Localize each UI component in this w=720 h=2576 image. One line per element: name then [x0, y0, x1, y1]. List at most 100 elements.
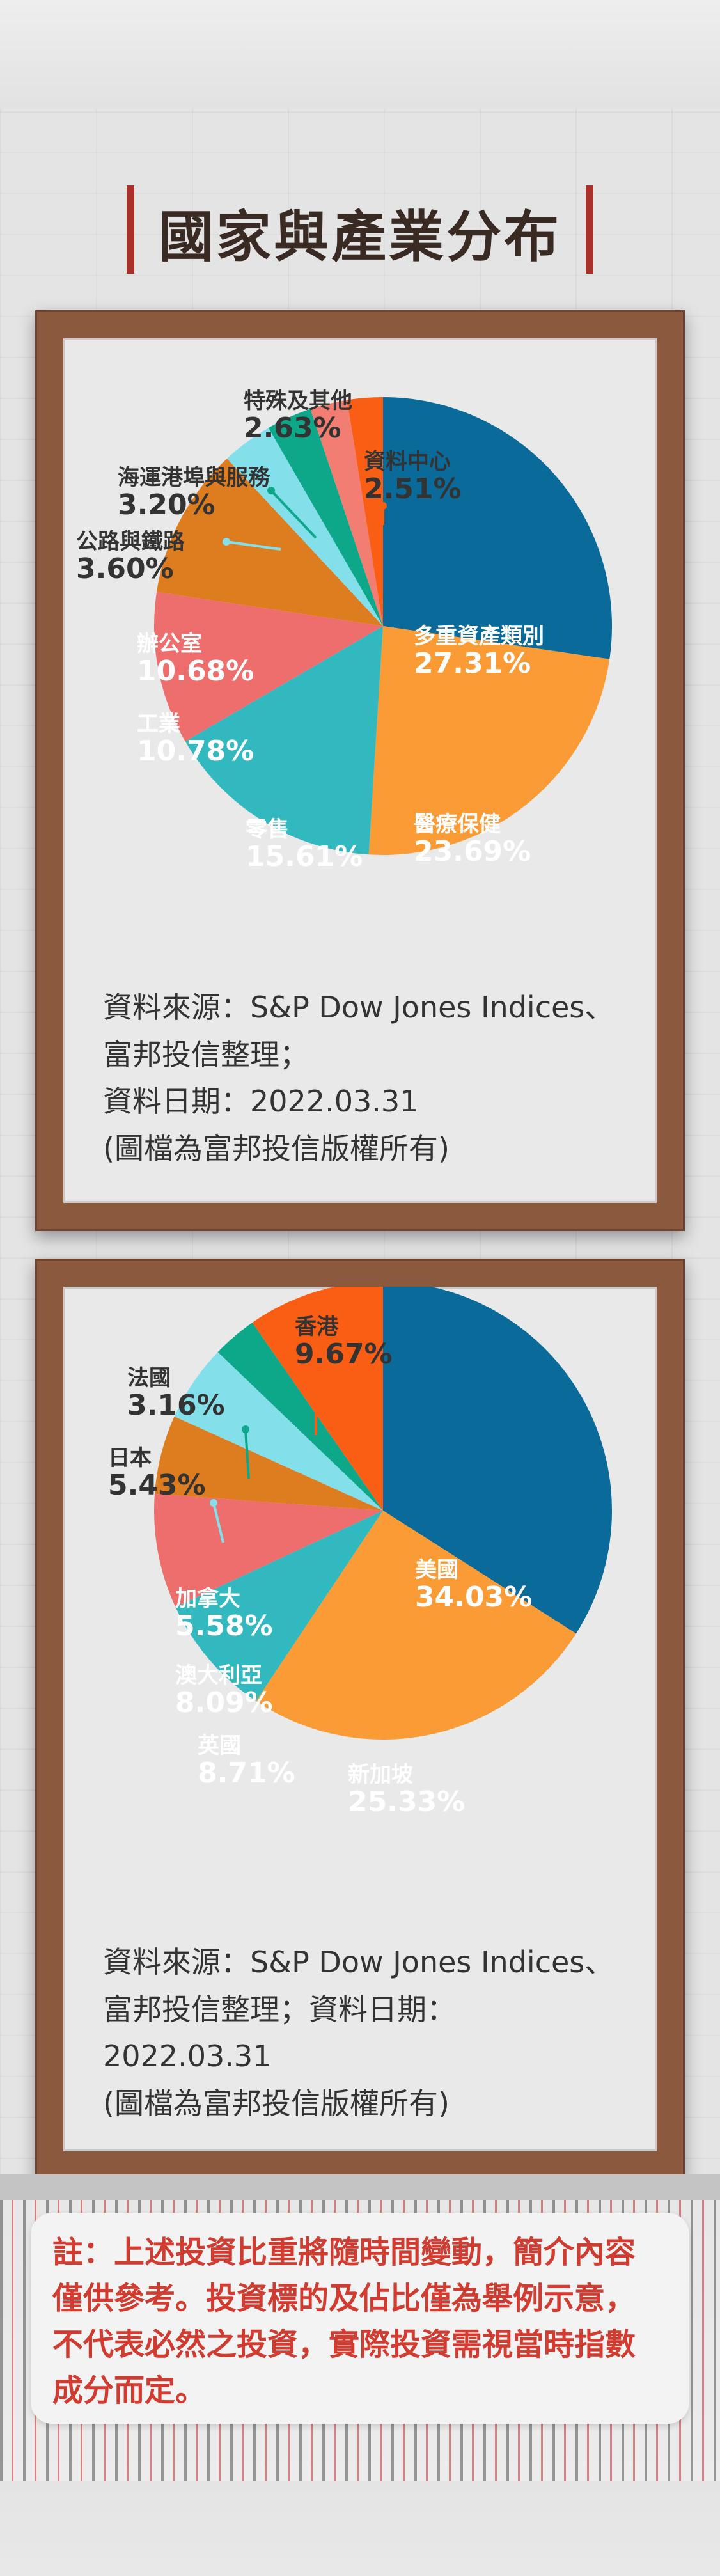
disclaimer-box: 註：上述投資比重將隨時間變動，簡介內容 僅供參考。投資標的及佔比僅為舉例示意， … [31, 2213, 689, 2424]
leader-line [270, 489, 317, 539]
leader-dot [267, 487, 275, 494]
source-line: 資料來源：S&P Dow Jones Indices、 [103, 1945, 614, 1979]
leader-dot [327, 453, 334, 460]
slice-label: 醫療保健 23.69% [414, 813, 531, 867]
slice-label: 加拿大 5.58% [175, 1587, 273, 1641]
picture-frame-industry: 多重資產類別 27.31% 醫療保健 23.69% 零售 15.61% 工業 10.78% 辦公… [35, 310, 685, 1231]
leader-line [329, 456, 357, 526]
pie-chart-industry [154, 397, 613, 855]
slice-value: 8.71% [198, 1756, 295, 1789]
leader-line [244, 1429, 250, 1479]
source-line: 資料來源：S&P Dow Jones Indices、 [103, 990, 614, 1025]
pie-slice [383, 397, 613, 659]
slice-value: 10.78% [137, 734, 254, 767]
slice-category: 香港 [295, 1314, 338, 1340]
pie-slice [368, 626, 610, 855]
slice-category: 零售 [246, 817, 289, 842]
pie-slice [154, 592, 384, 742]
leader-dot [223, 538, 230, 546]
pie-slice [185, 626, 383, 855]
slice-category: 新加坡 [348, 1762, 413, 1787]
slice-value: 3.16% [127, 1388, 225, 1422]
slice-label: 工業 10.78% [137, 712, 254, 766]
slice-label: 零售 15.61% [246, 818, 363, 872]
slice-label: 英國 8.71% [198, 1734, 295, 1788]
chart-panel-country: 美國 34.03% 新加坡 25.33% 英國 8.71% 澳大利亞 8.09% 加拿大 5.58… [63, 1287, 657, 2151]
slice-label: 澳大利亞 8.09% [175, 1664, 273, 1718]
slice-category: 多重資產類別 [414, 624, 544, 649]
slice-label: 美國 34.03% [415, 1559, 532, 1612]
leader-dot [242, 1425, 249, 1433]
leader-dot [379, 502, 387, 510]
source-line: (圖檔為富邦投信版權所有) [103, 1131, 450, 1166]
slice-category: 英國 [198, 1733, 241, 1759]
slice-category: 資料中心 [364, 449, 451, 475]
slice-label: 日本 5.43% [108, 1447, 206, 1500]
slice-label: 新加坡 25.33% [348, 1763, 465, 1817]
slice-value: 5.58% [175, 1609, 273, 1642]
disclaimer-line: 成分而定。 [52, 2373, 207, 2408]
ceiling-strip [0, 0, 720, 109]
slice-value: 15.61% [246, 840, 363, 873]
source-text-country: 資料來源：S&P Dow Jones Indices、 富邦投信整理；資料日期：… [103, 1939, 614, 2127]
slice-value: 9.67% [295, 1337, 393, 1370]
slice-category: 澳大利亞 [175, 1663, 262, 1688]
source-line: 富邦投信整理； [103, 1037, 309, 1072]
pie-slice [256, 1511, 576, 1740]
leader-line [212, 1502, 224, 1543]
slice-label: 香港 9.67% [295, 1315, 393, 1369]
pie-slice [383, 1287, 612, 1634]
pie-slice [154, 1493, 384, 1608]
title-bar-right [586, 185, 593, 274]
slice-value: 3.60% [76, 552, 174, 585]
title-bar-left [127, 185, 134, 274]
slice-value: 5.43% [108, 1468, 206, 1502]
slice-value: 34.03% [415, 1580, 533, 1614]
slice-label: 海運港埠與服務 3.20% [118, 466, 270, 520]
disclaimer-line: 僅供參考。投資標的及佔比僅為舉例示意， [52, 2281, 636, 2316]
slice-value: 8.09% [175, 1686, 273, 1719]
slice-value: 2.63% [244, 411, 341, 444]
disclaimer-line: 註：上述投資比重將隨時間變動，簡介內容 [52, 2234, 636, 2270]
slice-category: 公路與鐵路 [76, 529, 185, 554]
slice-category: 醫療保健 [414, 812, 501, 837]
slice-label: 資料中心 2.51% [364, 450, 462, 504]
slice-category: 辦公室 [137, 631, 202, 657]
source-line: 2022.03.31 [103, 2039, 272, 2074]
slice-value: 23.69% [414, 835, 531, 868]
slice-label: 公路與鐵路 3.60% [76, 530, 185, 584]
page-title: 國家與產業分布 [159, 205, 561, 269]
baseboard [0, 2174, 720, 2203]
slice-category: 美國 [415, 1557, 458, 1583]
pie-slice [268, 409, 383, 626]
chart-panel-industry: 多重資產類別 27.31% 醫療保健 23.69% 零售 15.61% 工業 10.78% 辦公… [63, 338, 657, 1203]
leader-dot [210, 1499, 217, 1507]
pie-slice [154, 1416, 383, 1511]
slice-value: 27.31% [414, 647, 531, 680]
slice-category: 法國 [127, 1365, 171, 1391]
source-line: (圖檔為富邦投信版權所有) [103, 2085, 450, 2121]
pie-slice [174, 1352, 383, 1511]
source-line: 富邦投信整理；資料日期： [103, 1991, 456, 2027]
pie-slice [252, 1287, 383, 1511]
slice-value: 2.51% [364, 472, 462, 505]
pie-slice [157, 459, 383, 626]
source-text-industry: 資料來源：S&P Dow Jones Indices、 富邦投信整理； 資料日期… [103, 984, 614, 1172]
pie-slice [175, 1511, 383, 1701]
picture-frame-country: 美國 34.03% 新加坡 25.33% 英國 8.71% 澳大利亞 8.09% 加拿大 5.58… [35, 1259, 685, 2179]
slice-category: 特殊及其他 [244, 388, 352, 414]
slice-category: 日本 [108, 1445, 152, 1471]
slice-category: 工業 [137, 711, 180, 737]
disclaimer-line: 不代表必然之投資，實際投資需視當時指數 [52, 2327, 636, 2362]
pie-slice [347, 397, 383, 626]
slice-category: 加拿大 [175, 1586, 240, 1612]
slice-label: 特殊及其他 2.63% [244, 389, 352, 443]
slice-value: 3.20% [118, 488, 215, 521]
slice-label: 多重資產類別 27.31% [414, 625, 544, 679]
slice-label: 法國 3.16% [127, 1367, 225, 1420]
slice-label: 辦公室 10.68% [137, 632, 254, 686]
slice-value: 25.33% [348, 1785, 466, 1818]
slice-category: 海運港埠與服務 [118, 465, 270, 491]
source-line: 資料日期：2022.03.31 [103, 1084, 419, 1119]
slice-value: 10.68% [137, 654, 254, 687]
